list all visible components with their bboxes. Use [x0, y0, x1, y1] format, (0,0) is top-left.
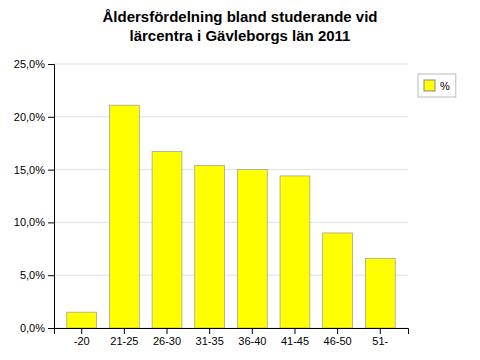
x-tick-mark	[337, 328, 338, 334]
x-tick: 51-	[372, 328, 388, 347]
grid-line	[54, 169, 408, 170]
x-tick-label: 41-45	[281, 335, 309, 347]
bar	[365, 258, 395, 328]
grid-line	[54, 116, 408, 117]
x-tick: 31-35	[196, 328, 224, 347]
bars	[67, 105, 395, 328]
x-tick: 46-50	[324, 328, 352, 347]
bar	[323, 233, 353, 328]
y-axis: 0,0% 5,0% 10,0% 15,0% 20,0% 25,0%	[14, 58, 55, 334]
x-tick-mark	[209, 328, 210, 334]
y-tick-label: 15,0%	[14, 164, 45, 176]
y-tick-label: 25,0%	[14, 58, 45, 70]
grid-line	[54, 64, 408, 65]
y-tick-mark	[48, 328, 54, 329]
y-tick: 25,0%	[14, 58, 54, 70]
legend-label: %	[440, 80, 450, 92]
y-tick: 5,0%	[20, 269, 54, 281]
bar	[67, 312, 97, 328]
grid-line	[54, 275, 408, 276]
y-tick-mark	[48, 275, 54, 276]
title-line: lärcentra i Gävleborgs län 2011	[130, 27, 351, 44]
x-tick-mark	[167, 328, 168, 334]
x-tick: 41-45	[281, 328, 309, 347]
y-tick: 0,0%	[20, 322, 54, 334]
legend-swatch	[424, 80, 435, 91]
title: Åldersfördelning bland studerande vid lär…	[102, 8, 377, 44]
x-tick-label: 21-25	[110, 335, 138, 347]
bar	[195, 165, 225, 328]
y-tick-mark	[48, 117, 54, 118]
y-tick-label: 20,0%	[14, 111, 45, 123]
grid-line	[54, 222, 408, 223]
bar	[237, 170, 267, 328]
x-tick-label: 46-50	[324, 335, 352, 347]
x-tick-label: 51-	[372, 335, 388, 347]
bar	[280, 176, 310, 328]
plot: 0,0% 5,0% 10,0% 15,0% 20,0% 25,0% -20 21-25 26-3…	[14, 58, 456, 347]
legend-frame	[418, 74, 456, 97]
title-line: Åldersfördelning bland studerande vid	[102, 8, 377, 25]
chart-svg: 0,0% 5,0% 10,0% 15,0% 20,0% 25,0% -20 21-25 26-3…	[0, 0, 480, 360]
x-tick-mark	[252, 328, 253, 334]
x-tick: -20	[74, 328, 90, 347]
chart-container: 0,0% 5,0% 10,0% 15,0% 20,0% 25,0% -20 21-25 26-3…	[0, 0, 480, 360]
y-tick-mark	[48, 222, 54, 223]
y-tick-mark	[48, 170, 54, 171]
x-tick-label: 26-30	[153, 335, 181, 347]
x-tick: 21-25	[110, 328, 138, 347]
x-tick-mark	[81, 328, 82, 334]
bar	[152, 152, 182, 328]
x-tick-mark	[380, 328, 381, 334]
y-tick-label: 10,0%	[14, 216, 45, 228]
x-tick: 26-30	[153, 328, 181, 347]
y-tick-mark	[48, 64, 54, 65]
y-tick: 10,0%	[14, 216, 54, 228]
x-tick-mark	[124, 328, 125, 334]
x-tick-mark	[294, 328, 295, 334]
legend: %	[418, 74, 456, 97]
x-axis: -20 21-25 26-30 31-35 36-40 41-45 46-50 51-	[55, 328, 409, 347]
x-tick-label: 31-35	[196, 335, 224, 347]
x-axis-line	[55, 329, 409, 335]
x-tick: 36-40	[238, 328, 266, 347]
y-tick: 15,0%	[14, 164, 54, 176]
y-axis-line	[48, 65, 55, 329]
grid	[54, 64, 408, 328]
bar	[109, 105, 139, 328]
legend-item: %	[424, 80, 450, 92]
y-tick-label: 5,0%	[20, 269, 45, 281]
x-tick-label: 36-40	[238, 335, 266, 347]
x-tick-label: -20	[74, 335, 90, 347]
y-tick: 20,0%	[14, 111, 54, 123]
y-tick-label: 0,0%	[20, 322, 45, 334]
